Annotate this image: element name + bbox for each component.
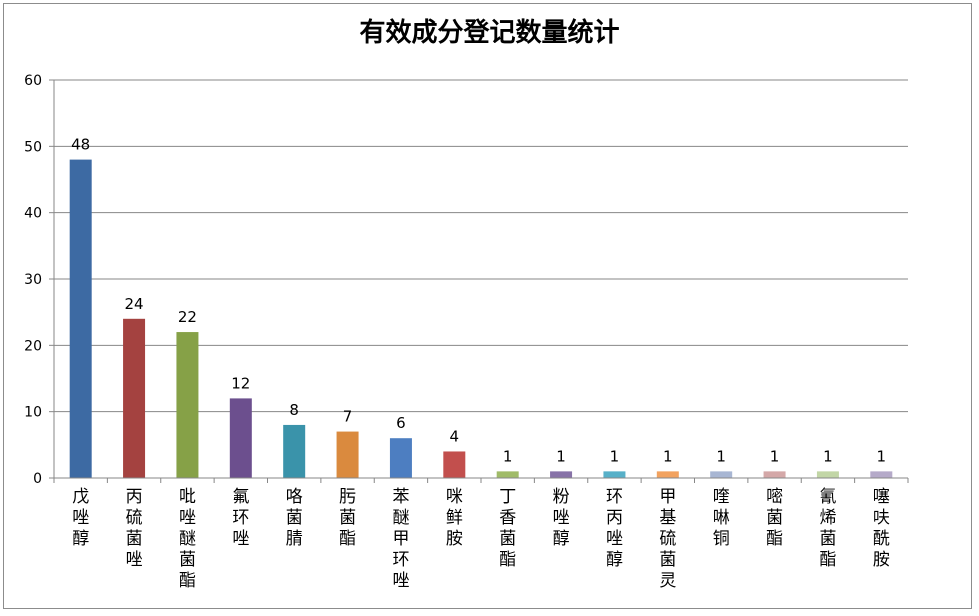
bar [816,471,839,478]
bar [710,471,733,478]
data-label: 8 [289,401,299,419]
x-tick-label: 氰烯菌酯 [819,487,836,570]
y-tick-label: 10 [24,405,42,421]
y-tick-label: 30 [24,272,42,288]
x-tick-label: 喹啉铜 [713,487,730,549]
x-tick-label: 咪鲜胺 [446,487,463,549]
bar [283,424,306,478]
bar [229,398,252,478]
bar [389,438,412,478]
bar [443,451,466,478]
data-label: 12 [231,374,250,392]
x-tick-label: 噻呋酰胺 [873,487,890,570]
bar [763,471,786,478]
x-tick-label: 吡唑醚菌酯 [179,487,196,591]
x-tick-label: 甲基硫菌灵 [659,487,676,591]
data-label: 48 [71,136,90,154]
x-tick-label: 戊唑醇 [72,487,89,549]
y-tick-label: 40 [24,206,42,222]
bar [496,471,519,478]
data-label: 1 [877,447,887,465]
bar [123,318,146,478]
data-label: 24 [125,295,144,313]
chart-frame [3,3,972,609]
data-label: 1 [556,447,566,465]
x-tick-label: 咯菌腈 [286,487,303,549]
bar [870,471,893,478]
x-tick-label: 丙硫菌唑 [126,487,143,570]
x-tick-label: 环丙唑醇 [606,487,623,570]
data-label: 1 [503,447,513,465]
x-tick-label: 氟环唑 [232,487,249,549]
y-tick-label: 20 [24,338,42,354]
data-label: 7 [343,408,353,426]
data-label: 1 [823,447,833,465]
data-label: 1 [770,447,780,465]
y-axis: 0 10 20 30 40 50 60 [24,73,55,487]
bar [656,471,679,478]
y-tick-label: 0 [33,471,42,487]
chart-title: 有效成分登记数量统计 [359,18,620,48]
x-tick-label: 苯醚甲环唑 [392,487,409,591]
x-axis: 戊唑醇 丙硫菌唑 吡唑醚菌酯 氟环唑 咯菌腈 肟菌酯 苯醚甲环唑 咪鲜胺 丁香菌酯 粉唑醇 环丙唑醇… [53,477,909,591]
x-tick-label: 嘧菌酯 [766,487,783,549]
data-label: 1 [716,447,726,465]
x-tick-label: 粉唑醇 [553,487,570,549]
x-tick-label: 丁香菌酯 [499,487,516,570]
data-label: 6 [396,414,406,432]
bar [336,431,359,478]
data-label: 4 [450,427,460,445]
bar [69,159,92,478]
x-tick-label: 肟菌酯 [339,487,356,549]
bars [69,159,893,478]
y-tick-label: 50 [24,139,42,155]
bar [603,471,626,478]
data-label: 1 [663,447,673,465]
bar [176,332,199,478]
data-label: 22 [178,308,197,326]
bar [550,471,573,478]
data-label: 1 [610,447,620,465]
y-tick-label: 60 [24,73,42,89]
data-labels: 48 24 22 12 8 7 6 4 1 1 1 1 1 1 1 1 [71,136,886,466]
